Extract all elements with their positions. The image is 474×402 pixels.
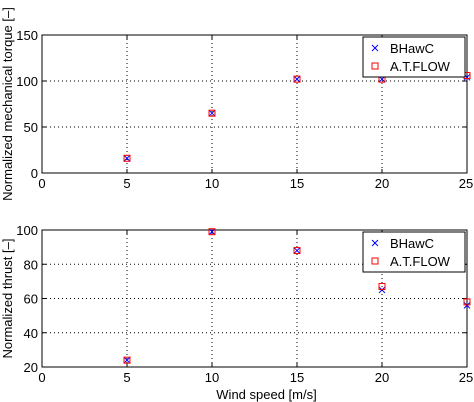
- x-tick-label: 10: [205, 370, 219, 385]
- x-axis-label: Wind speed [m/s]: [216, 387, 316, 402]
- legend-marker: [371, 62, 379, 70]
- marker-stroke: [293, 247, 301, 254]
- marker-stroke: [463, 73, 471, 81]
- y-tick-label: 60: [24, 292, 38, 307]
- x-tick-label: 10: [205, 176, 219, 191]
- legend-label: BHawC: [390, 41, 434, 56]
- legend-marker: [371, 257, 379, 265]
- y-tick-label: 20: [24, 360, 38, 375]
- data-point: [208, 109, 216, 117]
- y-tick-label: 80: [24, 257, 38, 272]
- data-point: [293, 75, 301, 83]
- y-tick-label: 100: [16, 223, 38, 238]
- data-point: [123, 356, 131, 364]
- grid: [42, 230, 467, 367]
- data-point: [208, 228, 216, 236]
- data-point: [123, 356, 131, 364]
- x-tick-label: 0: [38, 176, 45, 191]
- x-tick-label: 15: [290, 176, 304, 191]
- data-point: [378, 283, 386, 291]
- data-point: [293, 247, 301, 255]
- legend: BHawC A.T.FLOW: [362, 231, 466, 273]
- data-point: [123, 154, 131, 162]
- data-point: [463, 298, 471, 306]
- data-point: [123, 154, 131, 162]
- marker-stroke: [123, 356, 131, 364]
- legend-label: A.T.FLOW: [390, 254, 451, 269]
- marker-stroke: [371, 239, 379, 247]
- x-tick-label: 0: [38, 370, 45, 385]
- data-point: [293, 247, 301, 254]
- axes-frame: [41, 34, 468, 174]
- data-point: [208, 109, 216, 117]
- legend-box: [362, 36, 466, 78]
- marker-stroke: [293, 75, 301, 83]
- x-tick-label: 25: [459, 176, 473, 191]
- grid: [42, 35, 467, 173]
- series-atflow: [123, 228, 471, 364]
- legend-marker: [371, 239, 379, 247]
- legend: BHawC A.T.FLOW: [362, 36, 466, 78]
- x-tick-label: 20: [375, 176, 389, 191]
- marker-stroke: [208, 228, 216, 236]
- y-axis-label: Normalized thrust [–]: [0, 239, 15, 359]
- x-tick-label: 15: [290, 370, 304, 385]
- x-tick-label: 5: [123, 370, 130, 385]
- x-tick-label: 20: [375, 370, 389, 385]
- y-tick-label: 150: [16, 28, 38, 43]
- y-tick-label: 50: [24, 120, 38, 135]
- legend-box: [362, 231, 466, 273]
- data-point: [208, 228, 216, 236]
- data-point: [293, 75, 301, 83]
- y-tick-label: 40: [24, 326, 38, 341]
- legend-label: A.T.FLOW: [390, 59, 451, 74]
- y-tick-label: 100: [16, 74, 38, 89]
- marker-stroke: [208, 109, 216, 117]
- y-tick-label: 0: [31, 166, 38, 181]
- y-axis-label: Normalized mechanical torque [–]: [0, 7, 15, 201]
- x-tick-label: 25: [459, 370, 473, 385]
- legend-label: BHawC: [390, 236, 434, 251]
- marker-stroke: [123, 154, 131, 162]
- x-tick-label: 5: [123, 176, 130, 191]
- legend-marker: [371, 44, 379, 52]
- marker-stroke: [371, 44, 379, 52]
